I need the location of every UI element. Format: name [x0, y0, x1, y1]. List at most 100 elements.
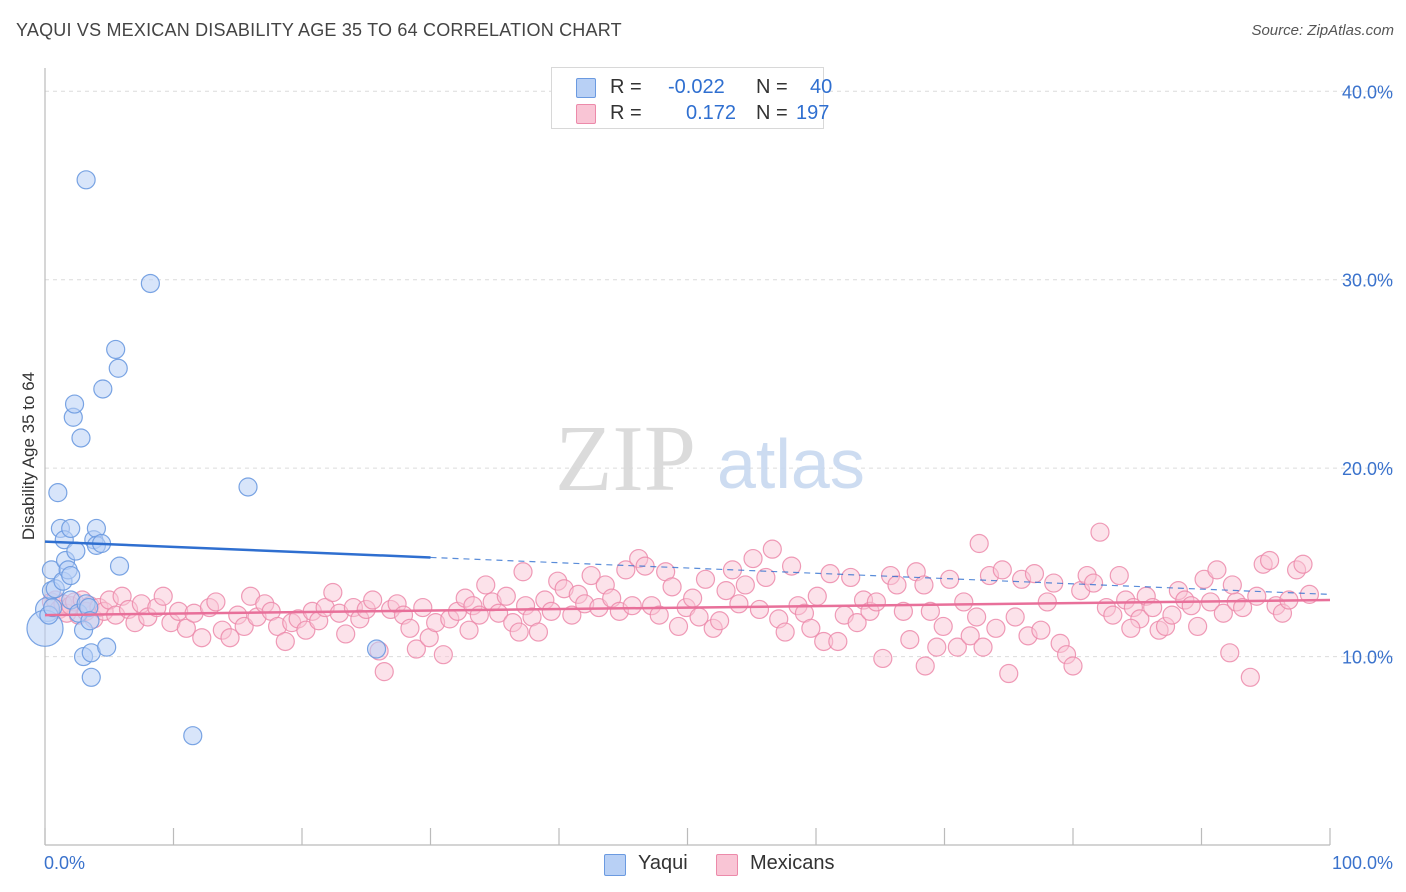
watermark-zip: ZIP — [555, 407, 696, 511]
y-tick-label: 20.0% — [1342, 459, 1393, 479]
mexicans-points — [41, 522, 1320, 687]
chart-title: YAQUI VS MEXICAN DISABILITY AGE 35 TO 64… — [16, 20, 622, 40]
mexicans-point — [729, 594, 749, 614]
mexicans-point — [775, 622, 795, 642]
mexicans-point — [1260, 550, 1280, 571]
mexicans-point — [1194, 569, 1214, 589]
yaqui-point — [64, 394, 85, 414]
mexicans-point — [954, 592, 974, 612]
n-label: N = — [756, 76, 788, 98]
mexicans-point — [920, 601, 940, 621]
mexicans-point — [1299, 584, 1320, 604]
mexicans-point — [947, 637, 967, 657]
y-tick-label: 40.0% — [1342, 82, 1393, 102]
mexicans-point — [1109, 565, 1129, 586]
x-tick-label: 100.0% — [1332, 853, 1393, 873]
y-tick-label: 10.0% — [1342, 648, 1393, 668]
watermark: ZIP atlas — [555, 407, 865, 511]
mexicans-point — [528, 622, 549, 642]
mexicans-point — [716, 581, 736, 601]
mexicans-swatch — [576, 104, 596, 124]
yaqui-point — [97, 637, 117, 657]
yaqui-point — [61, 565, 81, 586]
mexicans-point — [1024, 564, 1045, 584]
yaqui-point — [366, 639, 387, 659]
mexicans-point — [973, 637, 993, 657]
source-label: Source: ZipAtlas.com — [1251, 22, 1394, 39]
yaqui-point — [238, 477, 258, 497]
mexicans-point — [323, 582, 343, 603]
axes — [44, 68, 1331, 846]
mexicans-point — [1213, 603, 1233, 623]
mexicans-point — [668, 616, 689, 637]
mexicans-point — [1162, 605, 1182, 625]
mexicans-point — [1063, 656, 1083, 676]
yaqui-point — [106, 339, 126, 360]
mexicans-point — [1240, 667, 1260, 687]
yaqui-point — [61, 518, 81, 539]
mexicans-point — [400, 618, 420, 638]
mexicans-point — [1247, 586, 1267, 606]
mexicans-point — [927, 637, 947, 657]
yaqui-point — [81, 667, 101, 687]
mexicans-point — [743, 548, 763, 569]
mexicans-point — [192, 628, 212, 648]
mexicans-point — [234, 616, 254, 637]
mexicans-point — [828, 631, 848, 652]
mexicans-point — [933, 616, 953, 637]
stats-legend: R = -0.022 N = 40 R = 0.172 N = 197 — [551, 67, 832, 129]
mexicans-point — [999, 663, 1019, 684]
yaqui-swatch — [576, 78, 596, 98]
r-label: R = — [610, 102, 642, 124]
mexicans-point — [1207, 560, 1227, 580]
mexicans-point — [992, 560, 1012, 580]
mexicans-point — [1083, 573, 1104, 593]
mexicans-point — [153, 586, 173, 606]
mexicans-n-value: 197 — [796, 102, 830, 124]
yaqui-point — [109, 556, 130, 576]
yaqui-point — [108, 358, 128, 378]
yaqui-point — [66, 541, 86, 561]
y-axis-label: Disability Age 35 to 64 — [19, 372, 38, 540]
mexicans-point — [807, 586, 827, 606]
mexicans-point — [695, 569, 716, 589]
mexicans-point — [662, 577, 682, 597]
mexicans-point — [986, 618, 1006, 638]
mexicans-point — [710, 611, 730, 631]
mexicans-point — [1293, 554, 1313, 574]
mexicans-point — [847, 613, 867, 633]
mexicans-point — [206, 592, 226, 612]
mexicans-point — [413, 597, 433, 618]
mexicans-legend-label: Mexicans — [750, 852, 835, 874]
yaqui-legend-swatch — [604, 854, 626, 876]
mexicans-point — [914, 575, 934, 595]
mexicans-point — [581, 565, 601, 586]
mexicans-point — [220, 628, 240, 648]
mexicans-point — [459, 620, 479, 640]
mexicans-point — [622, 596, 642, 616]
mexicans-point — [363, 590, 383, 610]
yaqui-point — [71, 428, 91, 448]
mexicans-point — [649, 605, 669, 625]
yaqui-point — [76, 170, 96, 190]
n-label: N = — [756, 102, 788, 124]
trend-lines — [44, 540, 1331, 617]
mexicans-point — [749, 599, 770, 620]
mexicans-point — [476, 575, 496, 595]
y-tick-label: 30.0% — [1342, 271, 1393, 291]
mexicans-point — [960, 626, 980, 646]
r-label: R = — [610, 76, 642, 98]
yaqui-point — [140, 273, 160, 294]
mexicans-point — [781, 556, 802, 576]
mexicans-point — [1181, 596, 1201, 616]
yaqui-points — [26, 170, 387, 746]
mexicans-point — [296, 620, 316, 640]
mexicans-point — [336, 624, 356, 644]
mexicans-point — [513, 562, 533, 582]
gridlines — [45, 90, 1395, 658]
mexicans-point — [841, 567, 861, 588]
mexicans-point — [735, 575, 755, 595]
yaqui-n-value: 40 — [810, 76, 833, 98]
yaqui-trend-line-dashed — [430, 556, 1331, 595]
